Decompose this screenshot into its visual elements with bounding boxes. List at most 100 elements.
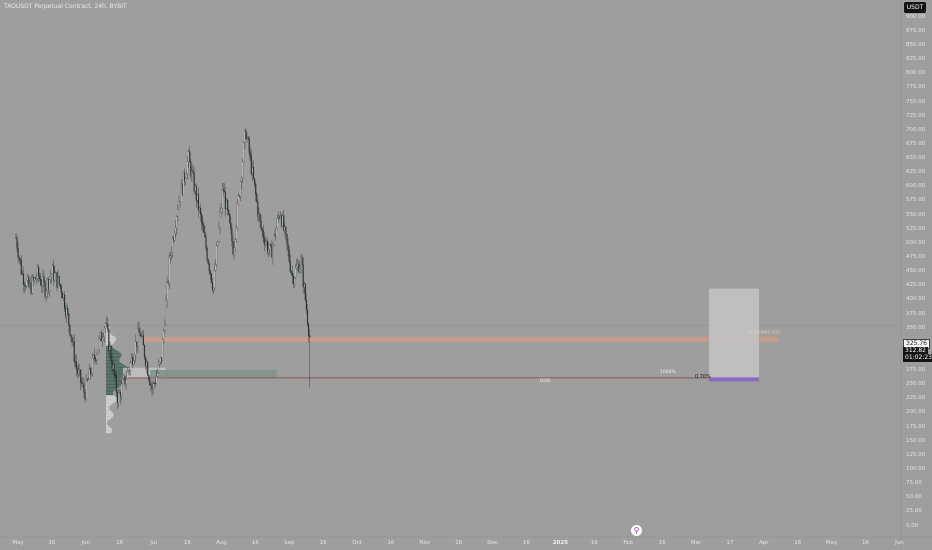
candle-body	[159, 361, 161, 365]
candle-body	[250, 155, 252, 175]
y-tick-label: 525.00	[906, 225, 926, 232]
y-tick-label: 775.00	[906, 84, 926, 91]
candle-body	[275, 228, 277, 238]
candle-body	[154, 383, 156, 385]
profile-bar	[106, 371, 131, 373]
candle-body	[269, 244, 271, 250]
candle-body	[102, 336, 104, 339]
profile-bar	[106, 410, 112, 413]
y-tick-label: 125.00	[906, 451, 926, 458]
countdown-tag: 01:02:23	[903, 354, 932, 362]
candle-body	[189, 151, 191, 162]
candle-body	[227, 200, 229, 211]
y-tick-label: 875.00	[906, 27, 926, 34]
candle-body	[182, 172, 184, 195]
candle-body	[299, 266, 301, 273]
candle-body	[245, 130, 247, 140]
candle-body	[296, 266, 298, 269]
y-tick-label: 600.00	[906, 183, 926, 190]
x-tick-label: Oct	[352, 540, 362, 546]
y-tick-label: 25.00	[906, 508, 922, 515]
profile-bar	[106, 350, 118, 352]
candle-body	[262, 230, 264, 238]
profile-bar	[106, 381, 123, 383]
pencil-icon: ✎	[749, 331, 753, 336]
candle-body	[112, 364, 114, 370]
y-tick-label: 475.00	[906, 253, 926, 260]
y-tick-label: 900.00	[906, 13, 926, 20]
candle-body	[94, 355, 96, 359]
x-tick-label: Dec	[487, 540, 498, 546]
candle-body	[306, 309, 309, 325]
candle-body	[26, 280, 28, 287]
candle-body	[288, 249, 290, 262]
candle-body	[22, 273, 25, 285]
profile-bar	[106, 361, 120, 363]
chart-title: TAOUSDT Perpetual Contract, 24h, BYBIT	[4, 3, 127, 10]
profile-bar	[106, 399, 117, 401]
level-label: 1000%	[660, 370, 676, 375]
profile-bar	[106, 403, 112, 405]
candle-body	[194, 185, 196, 192]
x-tick-label: 16	[387, 540, 395, 546]
candle-body	[108, 329, 110, 351]
y-tick-label: 200.00	[906, 409, 926, 416]
candle-body	[232, 241, 234, 255]
candle-body	[201, 214, 203, 224]
profile-bar	[106, 402, 114, 404]
candle-body	[47, 279, 49, 290]
y-tick-label: 650.00	[906, 155, 926, 162]
candle-body	[216, 245, 218, 265]
candle-body	[140, 335, 142, 337]
candle-body	[143, 344, 145, 358]
y-tick-label: 350.00	[906, 324, 926, 331]
candle-body	[174, 233, 176, 241]
candle-body	[287, 243, 289, 250]
candle-body	[277, 216, 279, 219]
candle-body	[278, 216, 280, 218]
candle-body	[219, 212, 221, 228]
x-tick-label: Mar	[690, 540, 702, 546]
x-tick-label: 17	[726, 540, 734, 546]
candle-body	[46, 279, 48, 291]
candle-body	[116, 392, 118, 403]
profile-bar	[106, 423, 108, 425]
candle-body	[100, 332, 102, 341]
candle-body	[255, 184, 257, 195]
candle-body	[309, 335, 311, 338]
y-tick-label: 575.00	[906, 197, 926, 204]
candle-body	[45, 290, 47, 297]
candle-body	[160, 357, 162, 362]
x-tick-label: Jul	[150, 540, 157, 546]
x-tick-label: Jun	[895, 540, 904, 546]
candle-body	[252, 166, 255, 179]
profile-bar	[106, 372, 128, 374]
candle-body	[88, 368, 90, 380]
candle-body	[165, 300, 167, 326]
x-tick-label: 16	[48, 540, 56, 546]
candle-body	[135, 341, 137, 356]
candle-body	[106, 323, 108, 325]
candle-body	[301, 257, 303, 265]
candle-body	[30, 282, 32, 294]
candle-body	[175, 227, 177, 234]
candle-body	[167, 282, 169, 283]
profile-bar	[106, 330, 109, 332]
candle-body	[42, 276, 44, 287]
candle-body	[171, 238, 174, 253]
candle-body	[17, 248, 19, 258]
candle-body	[274, 234, 276, 238]
candle-body	[86, 379, 88, 381]
candle-body	[261, 228, 263, 231]
news-flag-icon[interactable]: ⚲	[631, 525, 642, 536]
currency-button[interactable]: USDT	[904, 2, 926, 13]
candle-body	[157, 364, 160, 373]
x-tick-label: May	[12, 540, 24, 546]
y-tick-label: 450.00	[906, 268, 926, 275]
profile-bar	[106, 395, 115, 397]
candle-body	[303, 284, 305, 288]
candle-body	[237, 195, 239, 204]
candle-body	[258, 213, 260, 217]
profile-bar	[106, 341, 115, 343]
